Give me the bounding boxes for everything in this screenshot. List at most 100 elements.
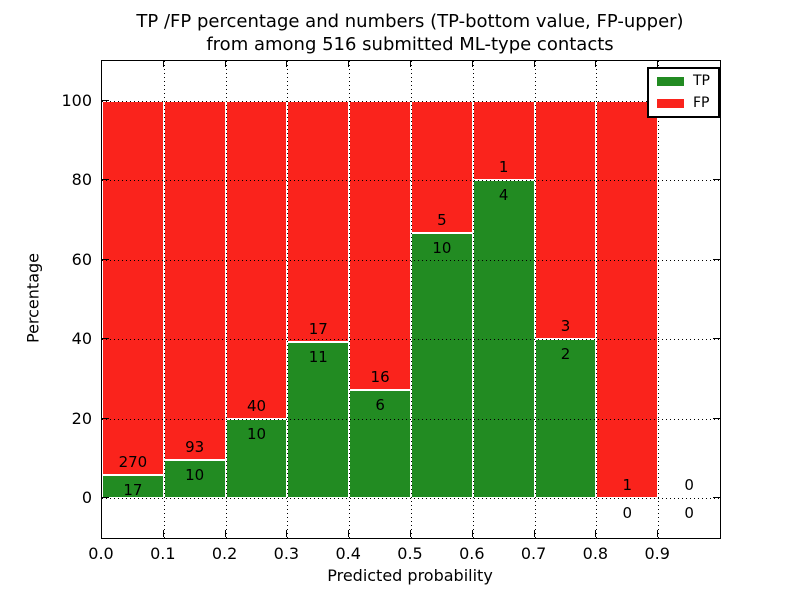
y-tick-label: 100	[61, 90, 92, 110]
grid-line-horizontal	[102, 418, 720, 420]
x-tick-mark-top	[657, 60, 659, 67]
grid-line-vertical	[349, 61, 351, 538]
x-tick-label: 0.0	[88, 544, 114, 563]
bar-segment-fp	[534, 100, 597, 340]
bar-segment-fp	[596, 100, 659, 499]
legend-item: TP	[657, 74, 710, 89]
y-tick-mark-right	[713, 417, 720, 419]
bar-count-label-fp: 270	[118, 452, 148, 471]
x-axis-label: Predicted probability	[327, 566, 493, 585]
bar-count-label-fp: 93	[185, 437, 205, 456]
grid-line-vertical	[225, 61, 227, 538]
grid-line-vertical	[472, 61, 474, 538]
bar-count-label-fp: 3	[560, 317, 571, 336]
x-tick-label: 0.6	[459, 544, 485, 563]
x-tick-mark-top	[533, 60, 535, 67]
bar-segment-tp	[163, 459, 226, 499]
x-tick-mark	[224, 530, 226, 537]
y-tick-mark	[102, 258, 109, 260]
y-tick-mark	[102, 99, 109, 101]
y-tick-mark	[102, 179, 109, 181]
bar-segment-tp	[411, 233, 473, 499]
bar-count-label-tp: 10	[185, 465, 205, 484]
x-tick-label: 0.3	[273, 544, 300, 563]
x-tick-mark-top	[286, 60, 288, 67]
bar-count-label-fp: 1	[622, 476, 633, 495]
bar-count-label-tp: 17	[123, 480, 143, 499]
bar-count-label-fp: 5	[437, 211, 447, 230]
bar-count-label-tp: 10	[432, 239, 452, 258]
x-tick-mark-top	[348, 60, 350, 67]
x-tick-label: 0.9	[644, 544, 670, 563]
bar-count-label-tp: 0	[622, 504, 633, 523]
chart-title-line2: from among 516 submitted ML-type contact…	[206, 34, 614, 55]
bar-count-label-tp: 11	[308, 348, 328, 367]
grid-line-vertical	[534, 61, 536, 538]
bar-segment-fp	[102, 100, 164, 475]
bar-count-label-tp: 4	[498, 186, 509, 205]
x-tick-mark	[410, 530, 411, 537]
bar-count-label-fp: 40	[246, 396, 267, 415]
x-tick-label: 0.2	[211, 544, 238, 563]
x-tick-mark-top	[595, 60, 597, 67]
x-tick-mark	[348, 530, 350, 537]
x-tick-mark	[471, 530, 473, 537]
x-tick-mark-top	[162, 60, 164, 67]
bar-segment-fp	[411, 100, 473, 234]
y-tick-mark	[102, 497, 109, 499]
bar-segment-fp	[163, 100, 226, 460]
bar-count-label-fp: 17	[308, 320, 328, 339]
bar-segment-tp	[102, 474, 164, 499]
y-tick-mark-right	[713, 338, 720, 340]
bar-count-label-tp: 6	[375, 395, 385, 414]
grid-line-vertical	[163, 61, 165, 538]
bar-count-label-tp: 0	[684, 504, 694, 523]
x-tick-mark	[657, 530, 659, 537]
x-tick-mark	[162, 530, 164, 537]
x-tick-label: 0.1	[150, 544, 176, 563]
y-tick-mark	[102, 338, 109, 340]
x-tick-mark-top	[224, 60, 226, 67]
grid-line-vertical	[596, 61, 598, 538]
y-tick-mark-right	[713, 497, 720, 499]
legend: TP FP	[647, 67, 720, 118]
legend-swatch-tp-icon	[657, 77, 684, 86]
grid-line-horizontal	[102, 100, 720, 102]
plot-area: TP FP 270 17 93 10 40 10 17 11 16 6 5 10 1 4 3 2 1 0 0 0	[101, 60, 721, 539]
grid-line-horizontal	[102, 259, 720, 261]
y-tick-mark-right	[713, 258, 720, 260]
legend-item: FP	[657, 96, 710, 111]
bar-count-label-fp: 16	[370, 367, 390, 386]
x-tick-mark	[533, 530, 535, 537]
bar-segment-tp	[225, 418, 288, 499]
bar-count-label-fp: 1	[498, 158, 509, 177]
bar-segment-fp	[287, 100, 350, 343]
grid-line-vertical	[411, 61, 412, 538]
x-tick-mark	[101, 530, 102, 537]
bar-segment-fp	[349, 100, 411, 390]
bar-count-label-fp: 0	[684, 476, 694, 495]
y-tick-label: 80	[71, 170, 92, 190]
x-tick-label: 0.4	[335, 544, 361, 563]
chart-title: TP /FP percentage and numbers (TP-bottom…	[101, 10, 719, 56]
x-tick-label: 0.5	[397, 544, 423, 563]
grid-line-horizontal	[102, 498, 720, 500]
x-tick-label: 0.7	[520, 544, 547, 563]
y-tick-mark	[102, 417, 109, 419]
y-tick-label: 60	[71, 249, 92, 269]
x-tick-mark-top	[101, 60, 102, 67]
bar-count-label-tp: 10	[246, 424, 267, 443]
x-tick-mark-top	[471, 60, 473, 67]
y-tick-label: 0	[81, 488, 92, 508]
grid-line-horizontal	[102, 339, 720, 341]
x-tick-label: 0.8	[582, 544, 609, 563]
legend-swatch-fp-icon	[657, 99, 684, 108]
chart-title-line1: TP /FP percentage and numbers (TP-bottom…	[136, 11, 684, 32]
y-tick-label: 40	[71, 329, 92, 349]
legend-label: FP	[693, 95, 710, 111]
y-tick-mark-right	[713, 179, 720, 181]
grid-line-horizontal	[102, 180, 720, 182]
bar-count-label-tp: 2	[560, 345, 571, 364]
x-tick-mark-top	[410, 60, 411, 67]
